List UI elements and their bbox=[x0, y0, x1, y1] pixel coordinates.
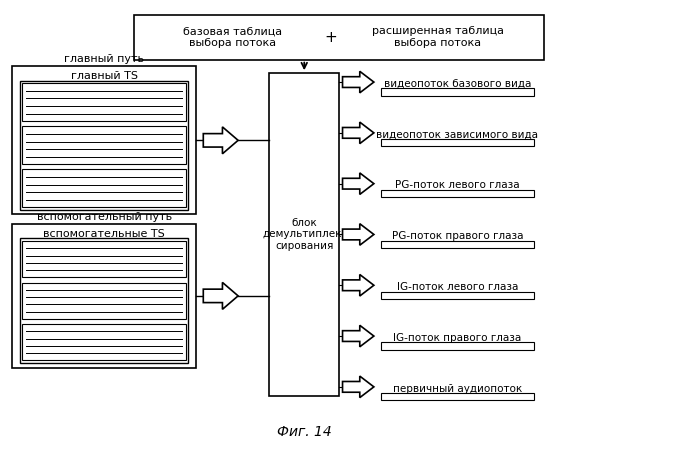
Bar bbox=[12, 224, 196, 368]
Polygon shape bbox=[203, 282, 238, 309]
Bar bbox=[269, 73, 339, 396]
Text: вспомогательные TS: вспомогательные TS bbox=[43, 229, 165, 239]
Text: видеопоток зависимого вида: видеопоток зависимого вида bbox=[377, 129, 538, 140]
Text: главный путь: главный путь bbox=[64, 54, 144, 64]
Text: базовая таблица
выбора потока: базовая таблица выбора потока bbox=[182, 27, 282, 48]
Polygon shape bbox=[343, 224, 374, 245]
Text: IG-поток левого глаза: IG-поток левого глаза bbox=[397, 282, 518, 292]
Text: первичный аудиопоток: первичный аудиопоток bbox=[393, 384, 522, 394]
Bar bbox=[381, 291, 534, 299]
Bar bbox=[22, 126, 186, 164]
Text: видеопоток базового вида: видеопоток базового вида bbox=[384, 79, 531, 89]
Bar bbox=[381, 139, 534, 146]
Bar bbox=[20, 239, 188, 363]
Text: +: + bbox=[324, 30, 337, 45]
Bar bbox=[381, 88, 534, 96]
Text: IG-поток правого глаза: IG-поток правого глаза bbox=[394, 333, 521, 343]
Bar bbox=[22, 283, 186, 319]
Bar bbox=[381, 342, 534, 350]
Bar bbox=[134, 15, 545, 60]
Polygon shape bbox=[343, 275, 374, 296]
Polygon shape bbox=[343, 325, 374, 347]
Polygon shape bbox=[343, 173, 374, 194]
Text: блок
демультиплек-
сирования: блок демультиплек- сирования bbox=[263, 218, 346, 251]
Text: расширенная таблица
выбора потока: расширенная таблица выбора потока bbox=[372, 27, 504, 48]
Text: Фиг. 14: Фиг. 14 bbox=[277, 425, 331, 439]
Polygon shape bbox=[343, 71, 374, 93]
Text: PG-поток правого глаза: PG-поток правого глаза bbox=[391, 231, 523, 241]
Polygon shape bbox=[203, 127, 238, 154]
Bar bbox=[22, 324, 186, 360]
Bar bbox=[381, 393, 534, 400]
Polygon shape bbox=[343, 376, 374, 398]
Bar bbox=[22, 241, 186, 277]
Text: главный TS: главный TS bbox=[71, 71, 138, 81]
Bar bbox=[20, 81, 188, 210]
Bar bbox=[12, 66, 196, 214]
Bar bbox=[22, 83, 186, 121]
Text: вспомогательный путь: вспомогательный путь bbox=[36, 212, 172, 222]
Polygon shape bbox=[343, 122, 374, 143]
Text: PG-поток левого глаза: PG-поток левого глаза bbox=[395, 180, 520, 190]
Bar bbox=[381, 241, 534, 248]
Bar bbox=[22, 170, 186, 207]
Bar bbox=[381, 190, 534, 197]
